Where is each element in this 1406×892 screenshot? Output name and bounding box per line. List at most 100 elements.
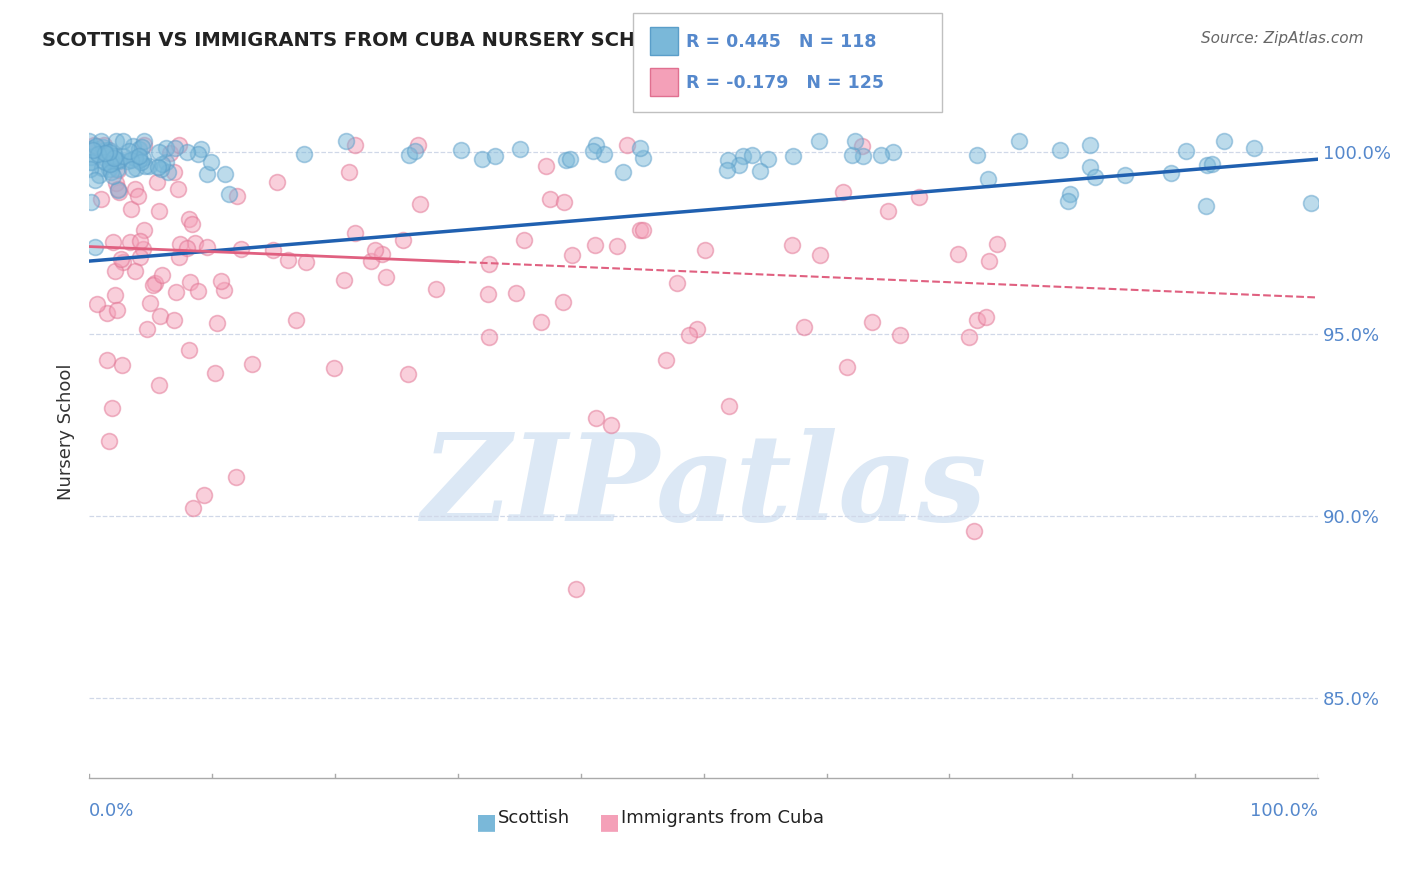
Point <box>844 134 866 148</box>
Point <box>96 306 118 320</box>
Point <box>193 488 215 502</box>
Point <box>184 235 207 250</box>
Point <box>616 137 638 152</box>
Point <box>284 312 307 326</box>
Point <box>1201 157 1223 171</box>
Point <box>484 148 506 162</box>
Point <box>966 148 988 162</box>
Point <box>98 434 121 449</box>
Point <box>96 147 118 161</box>
Point <box>163 165 186 179</box>
Point <box>132 242 155 256</box>
Point <box>1160 166 1182 180</box>
Text: ■: ■ <box>599 813 620 832</box>
Point <box>96 353 118 368</box>
Point <box>976 172 998 186</box>
Point <box>333 273 356 287</box>
Point <box>374 270 396 285</box>
Point <box>631 222 654 236</box>
Point <box>782 149 804 163</box>
Point <box>159 145 181 160</box>
Point <box>200 154 222 169</box>
Text: R = 0.445   N = 118: R = 0.445 N = 118 <box>686 33 876 51</box>
Point <box>392 233 415 247</box>
Point <box>100 165 122 179</box>
Point <box>295 255 318 269</box>
Point <box>986 237 1008 252</box>
Text: SCOTTISH VS IMMIGRANTS FROM CUBA NURSERY SCHOOL CORRELATION CHART: SCOTTISH VS IMMIGRANTS FROM CUBA NURSERY… <box>42 31 921 50</box>
Point <box>93 155 115 169</box>
Point <box>606 238 628 252</box>
Point <box>780 238 803 252</box>
Point <box>323 361 346 376</box>
Point <box>530 315 553 329</box>
Point <box>83 173 105 187</box>
Point <box>229 242 252 256</box>
Text: ■: ■ <box>477 813 498 832</box>
Point <box>214 167 236 181</box>
Point <box>79 154 101 169</box>
Point <box>176 242 198 256</box>
Point <box>225 470 247 484</box>
Point <box>585 137 607 152</box>
Point <box>560 152 582 166</box>
Point <box>1008 134 1031 148</box>
Point <box>716 163 738 178</box>
Point <box>343 137 366 152</box>
Point <box>120 202 142 216</box>
Point <box>148 203 170 218</box>
Point <box>582 144 605 158</box>
Point <box>190 142 212 156</box>
Point <box>150 268 173 283</box>
Point <box>148 377 170 392</box>
Point <box>176 145 198 160</box>
Point <box>131 154 153 169</box>
Point <box>90 161 112 176</box>
Point <box>90 192 112 206</box>
Point <box>108 186 131 200</box>
Point <box>177 343 200 358</box>
Point <box>889 328 911 343</box>
Point <box>98 157 121 171</box>
Point <box>266 175 288 189</box>
Point <box>149 162 172 177</box>
Point <box>553 195 575 210</box>
Point <box>118 235 141 249</box>
Point <box>93 137 115 152</box>
Point <box>101 401 124 415</box>
Point <box>612 164 634 178</box>
Text: Scottish: Scottish <box>498 809 571 827</box>
Point <box>195 167 218 181</box>
Point <box>179 275 201 289</box>
Point <box>105 302 128 317</box>
Point <box>100 153 122 168</box>
Point <box>793 320 815 334</box>
Point <box>97 161 120 176</box>
Text: ZIPatlas: ZIPatlas <box>420 428 986 547</box>
Point <box>1194 199 1216 213</box>
Point <box>957 330 980 344</box>
Point <box>96 152 118 166</box>
Point <box>110 252 132 266</box>
Point <box>717 153 740 167</box>
Point <box>146 160 169 174</box>
Point <box>963 524 986 538</box>
Point <box>851 148 873 162</box>
Point <box>167 250 190 264</box>
Point <box>103 235 125 250</box>
Point <box>693 243 716 257</box>
Text: 100.0%: 100.0% <box>1250 802 1319 821</box>
Point <box>108 154 131 169</box>
Point <box>104 288 127 302</box>
Point <box>471 152 494 166</box>
Point <box>1243 141 1265 155</box>
Point <box>398 148 420 162</box>
Point <box>187 146 209 161</box>
Point <box>101 169 124 184</box>
Point <box>727 158 749 172</box>
Point <box>832 186 855 200</box>
Point <box>177 212 200 227</box>
Point <box>876 203 898 218</box>
Point <box>132 134 155 148</box>
Point <box>94 143 117 157</box>
